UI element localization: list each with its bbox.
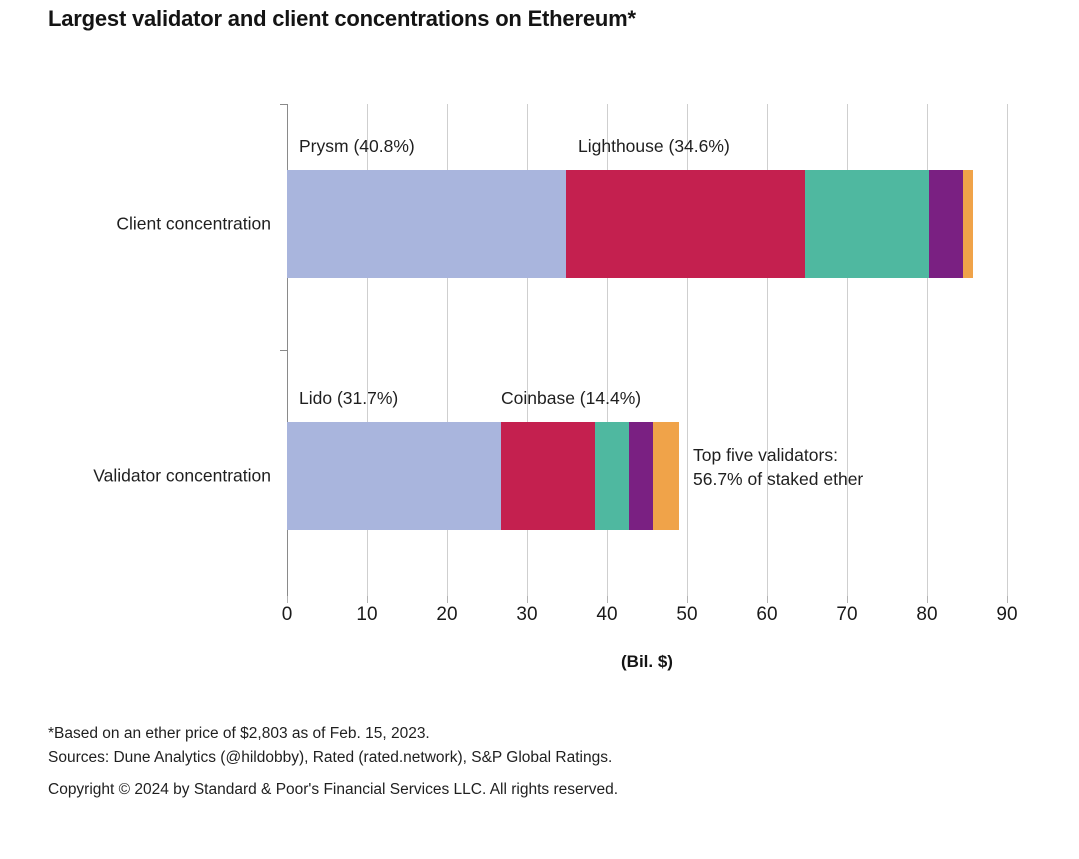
y-axis-tick-1 <box>280 350 288 351</box>
bar-segment-client-3[interactable] <box>805 170 929 278</box>
x-tick-label-80: 80 <box>916 604 938 625</box>
bar-segment-client-4[interactable] <box>928 170 963 278</box>
category-label-validator: Validator concentration <box>93 465 271 486</box>
gridline-40 <box>607 104 608 596</box>
gridline-50 <box>687 104 688 596</box>
bar-segment-validator-4[interactable] <box>628 422 653 530</box>
category-label-client: Client concentration <box>116 213 271 234</box>
x-tick-mark-80 <box>927 596 928 603</box>
plot-area: Prysm (40.8%) Lighthouse (34.6%) Lido (3… <box>93 104 1008 603</box>
x-tick-label-30: 30 <box>516 604 538 625</box>
y-axis-tick-0 <box>280 104 288 105</box>
x-tick-mark-20 <box>447 596 448 603</box>
x-tick-mark-50 <box>687 596 688 603</box>
x-tick-mark-10 <box>367 596 368 603</box>
gridline-60 <box>767 104 768 596</box>
x-tick-label-70: 70 <box>836 604 858 625</box>
bar-segment-validator-2[interactable] <box>501 422 595 530</box>
bar-client-concentration[interactable]: Client concentration <box>116 170 974 278</box>
gridline-10 <box>367 104 368 596</box>
gridline-20 <box>447 104 448 596</box>
gridline-70 <box>847 104 848 596</box>
bar-segment-validator-3[interactable] <box>594 422 629 530</box>
x-tick-mark-0 <box>287 596 288 603</box>
footnote-copyright: Copyright © 2024 by Standard & Poor's Fi… <box>48 781 619 799</box>
gridline-30 <box>527 104 528 596</box>
x-tick-label-40: 40 <box>596 604 618 625</box>
bar-segment-client-5[interactable] <box>962 170 974 278</box>
annotation-top-five-validators: Top five validators: 56.7% of staked eth… <box>693 445 864 489</box>
x-axis-title: (Bil. $) <box>621 652 673 671</box>
callout-client-first: Prysm (40.8%) <box>299 136 415 156</box>
x-tick-label-10: 10 <box>356 604 378 625</box>
bar-segment-validator-1[interactable] <box>287 422 502 530</box>
x-tick-label-50: 50 <box>676 604 698 625</box>
x-tick-mark-70 <box>847 596 848 603</box>
gridline-80 <box>927 104 928 596</box>
x-tick-mark-30 <box>527 596 528 603</box>
x-tick-label-60: 60 <box>756 604 778 625</box>
x-tick-mark-90 <box>1007 596 1008 603</box>
bar-segment-validator-5[interactable] <box>652 422 679 530</box>
x-tick-label-90: 90 <box>996 604 1018 625</box>
callout-validator-second: Coinbase (14.4%) <box>501 388 642 408</box>
footnote-basis: *Based on an ether price of $2,803 as of… <box>48 725 430 742</box>
x-tick-label-20: 20 <box>436 604 458 625</box>
x-axis-ticks: 0 10 20 30 40 50 60 70 80 90 <box>282 604 1018 632</box>
x-tick-mark-40 <box>607 596 608 603</box>
bar-segment-client-1[interactable] <box>287 170 567 278</box>
footnotes: *Based on an ether price of $2,803 as of… <box>48 722 1028 802</box>
callout-client-second: Lighthouse (34.6%) <box>578 136 730 156</box>
page-title: Largest validator and client concentrati… <box>48 6 636 31</box>
x-tick-mark-60 <box>767 596 768 603</box>
x-tick-label-0: 0 <box>281 604 293 625</box>
callout-validator-first: Lido (31.7%) <box>299 388 399 408</box>
bar-segment-client-2[interactable] <box>566 170 806 278</box>
gridline-90 <box>1007 104 1008 596</box>
bar-validator-concentration[interactable]: Validator concentration <box>93 422 679 530</box>
footnote-sources: Sources: Dune Analytics (@hildobby), Rat… <box>48 748 613 766</box>
